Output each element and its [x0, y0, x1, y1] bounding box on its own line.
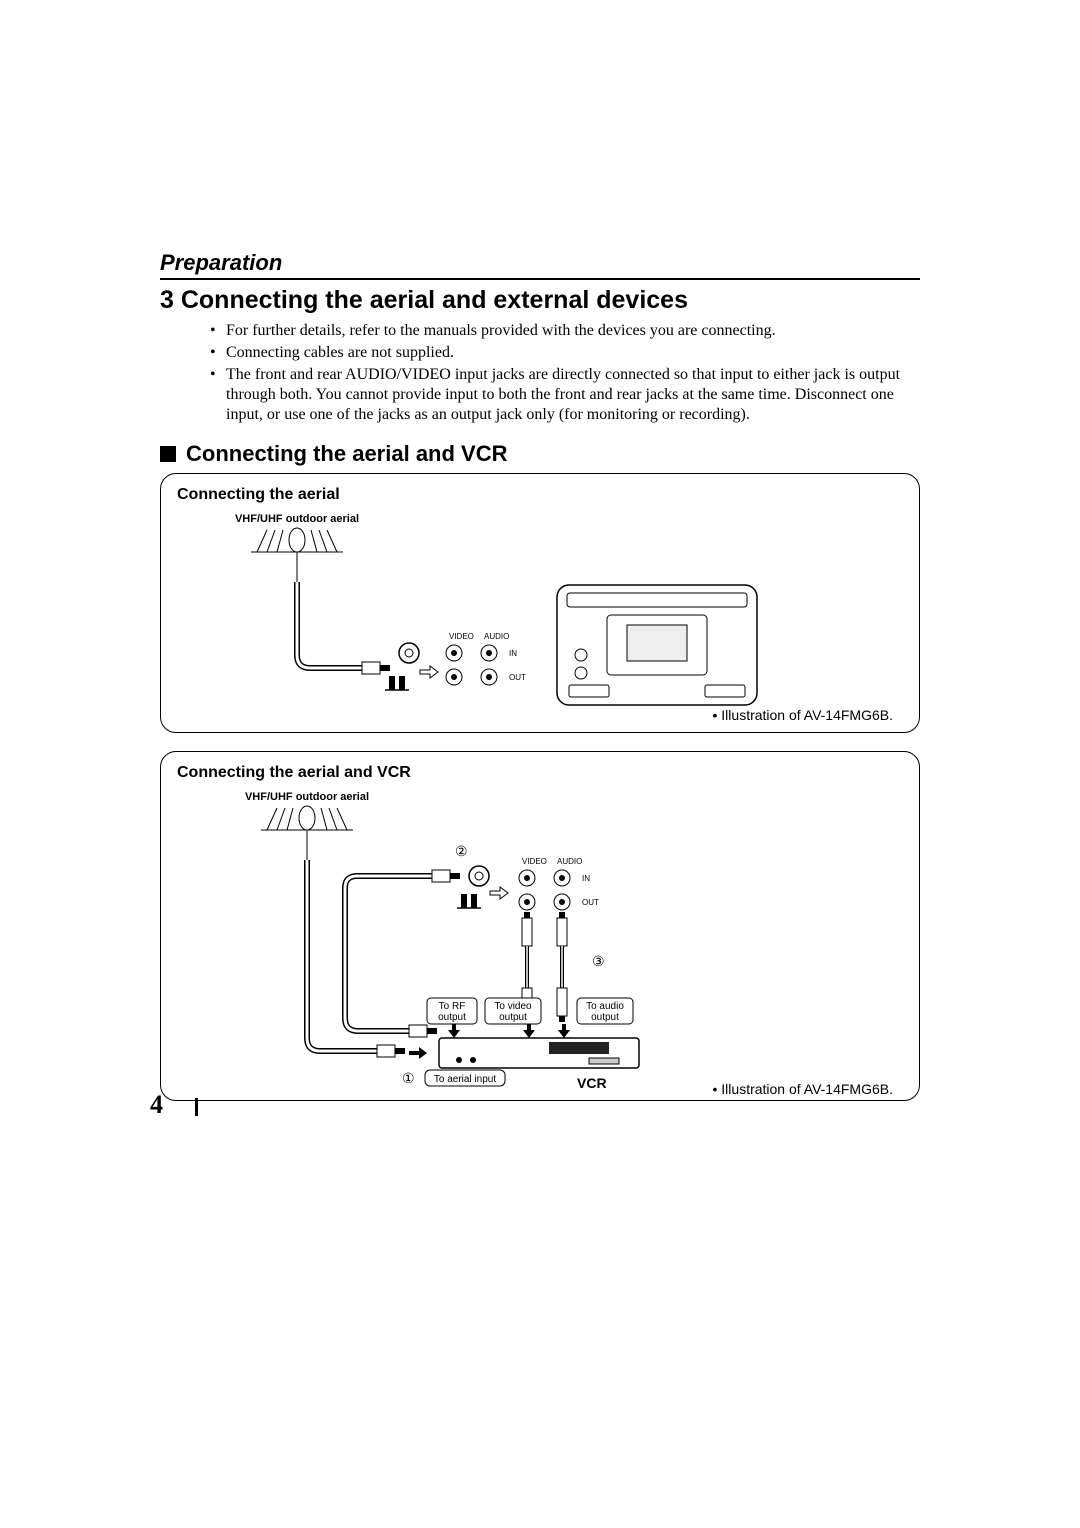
label-out: OUT [509, 673, 526, 682]
panel-connecting-aerial-vcr: Connecting the aerial and VCR VHF/UHF ou… [160, 751, 920, 1101]
aerial-label-2: VHF/UHF outdoor aerial [245, 791, 369, 803]
label-audio-2: AUDIO [557, 857, 582, 866]
step-1: ① [402, 1070, 415, 1086]
panel-connecting-aerial: Connecting the aerial VHF/UHF outdoor ae… [160, 473, 920, 733]
bullet-3: The front and rear AUDIO/VIDEO input jac… [226, 365, 920, 425]
label-video: VIDEO [449, 632, 474, 641]
svg-text:output: output [438, 1012, 466, 1023]
subsection-heading: Connecting the aerial and VCR [160, 441, 920, 467]
panel1-title: Connecting the aerial [177, 486, 903, 504]
section-title: 3 Connecting the aerial and external dev… [160, 286, 920, 315]
section-title-text: Connecting the aerial and external devic… [181, 286, 688, 314]
tv-back-icon [557, 585, 757, 705]
label-out-2: OUT [582, 898, 599, 907]
box-rf: To RF [439, 1001, 466, 1012]
diagram-aerial-vcr: VHF/UHF outdoor aerial [177, 788, 897, 1098]
step-2: ② [455, 843, 468, 859]
page-number: 4 [150, 1090, 163, 1120]
panel2-title: Connecting the aerial and VCR [177, 764, 903, 782]
vcr-label: VCR [577, 1075, 607, 1091]
panel2-note: • Illustration of AV-14FMG6B. [713, 1081, 894, 1097]
label-video-2: VIDEO [522, 857, 547, 866]
box-aerial-input: To aerial input [434, 1074, 496, 1085]
section-number: 3 [160, 286, 174, 314]
vcr-icon [439, 1038, 639, 1068]
page-number-divider [195, 1098, 198, 1116]
intro-bullets: •For further details, refer to the manua… [160, 321, 920, 425]
aerial-label: VHF/UHF outdoor aerial [235, 513, 359, 525]
label-in-2: IN [582, 874, 590, 883]
svg-text:To audio: To audio [586, 1001, 624, 1012]
subsection-title: Connecting the aerial and VCR [186, 441, 508, 467]
bullet-2: Connecting cables are not supplied. [226, 343, 454, 363]
svg-text:To video: To video [494, 1001, 532, 1012]
header-preparation: Preparation [160, 250, 920, 280]
svg-text:output: output [591, 1012, 619, 1023]
panel1-note: • Illustration of AV-14FMG6B. [713, 707, 894, 723]
bullet-1: For further details, refer to the manual… [226, 321, 776, 341]
step-3: ③ [592, 953, 605, 969]
label-in: IN [509, 649, 517, 658]
square-bullet-icon [160, 446, 176, 462]
svg-text:output: output [499, 1012, 527, 1023]
diagram-aerial: VHF/UHF outdoor aerial [177, 510, 897, 730]
label-audio: AUDIO [484, 632, 509, 641]
